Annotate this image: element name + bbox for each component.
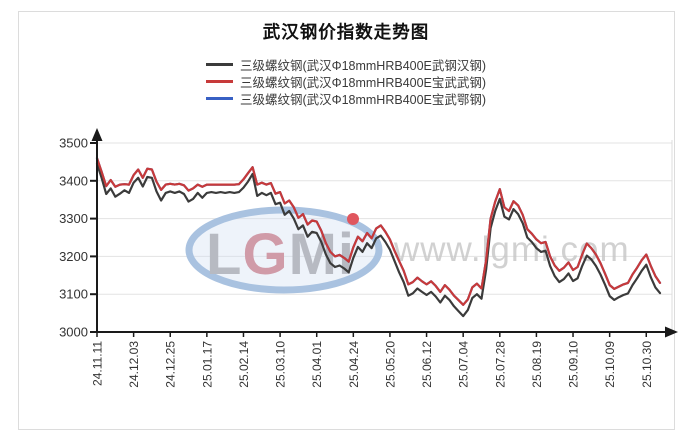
data-series <box>95 157 662 318</box>
x-tick-label: 25.04.24 <box>347 341 361 388</box>
x-tick-label: 25.03.10 <box>274 341 288 388</box>
x-tick-label: 25.07.28 <box>493 341 507 388</box>
x-tick-label: 24.12.25 <box>164 341 178 388</box>
y-tick-label: 3300 <box>59 211 88 226</box>
legend-label: 三级螺纹钢(武汉Φ18mmHRB400E宝武武钢) <box>239 76 487 90</box>
watermark-logo-i-dot <box>347 213 359 225</box>
legend-line-swatch <box>205 97 233 100</box>
chart-title: 武汉钢价指数走势图 <box>262 22 430 42</box>
x-axis-ticks <box>96 332 648 337</box>
legend-item-2: 三级螺纹钢(武汉Φ18mmHRB400E宝武鄂钢) <box>205 91 487 107</box>
legend-item-1: 三级螺纹钢(武汉Φ18mmHRB400E宝武武钢) <box>205 74 487 90</box>
legend-label: 三级螺纹钢(武汉Φ18mmHRB400E宝武鄂钢) <box>239 93 487 107</box>
y-axis-labels: 3000 3100 3200 3300 3400 3500 <box>59 136 88 340</box>
y-tick-label: 3500 <box>59 136 88 151</box>
x-tick-label: 24.12.03 <box>127 341 141 388</box>
y-axis-ticks <box>90 142 97 333</box>
x-tick-label: 25.10.30 <box>640 341 654 388</box>
legend-line-swatch <box>205 63 233 66</box>
x-tick-label: 25.08.19 <box>530 341 544 388</box>
x-tick-label: 24.11.11 <box>91 341 105 386</box>
y-tick-label: 3100 <box>59 287 88 302</box>
x-tick-label: 25.07.04 <box>457 341 471 388</box>
watermark-logo-text: LGMi <box>206 222 355 287</box>
series-line-1 <box>95 157 662 306</box>
x-tick-label: 25.06.12 <box>420 341 434 388</box>
x-axis-arrow <box>665 326 678 338</box>
y-axis-arrow <box>91 128 103 141</box>
y-tick-label: 3400 <box>59 173 88 188</box>
x-tick-label: 25.01.17 <box>200 341 214 388</box>
x-tick-label: 25.05.20 <box>383 341 397 388</box>
x-tick-label: 25.10.09 <box>603 341 617 388</box>
series-line-0 <box>95 162 662 318</box>
x-tick-label: 25.02.14 <box>237 341 251 388</box>
x-tick-label: 25.04.01 <box>310 341 324 388</box>
y-tick-label: 3200 <box>59 249 88 264</box>
chart-legend: 三级螺纹钢(武汉Φ18mmHRB400E武钢汉钢) 三级螺纹钢(武汉Φ18mmHR… <box>0 57 692 107</box>
legend-item-0: 三级螺纹钢(武汉Φ18mmHRB400E武钢汉钢) <box>205 57 487 73</box>
x-tick-label: 25.09.10 <box>567 341 581 388</box>
legend-label: 三级螺纹钢(武汉Φ18mmHRB400E武钢汉钢) <box>239 59 487 73</box>
x-axis-labels: 24.11.11 24.12.03 24.12.25 25.01.17 25.02.14… <box>91 341 654 388</box>
y-tick-label: 3000 <box>59 325 88 340</box>
watermark-url-text: www.lgmi.com <box>393 230 630 269</box>
legend-line-swatch <box>205 80 233 83</box>
lgmi-watermark: LGMi www.lgmi.com <box>185 206 630 294</box>
